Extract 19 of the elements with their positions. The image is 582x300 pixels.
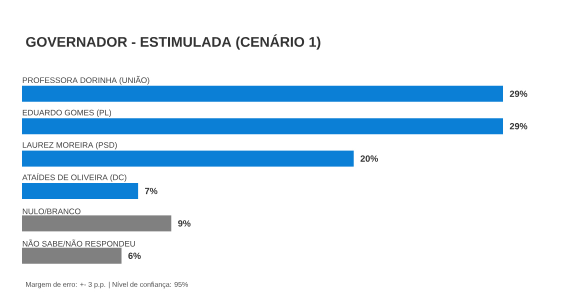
y-tick-label: LAUREZ MOREIRA (PSD) bbox=[22, 142, 117, 150]
bar bbox=[22, 215, 172, 232]
bar bbox=[22, 248, 122, 264]
bar bbox=[22, 86, 504, 102]
y-tick-label: NÃO SABE/NÃO RESPONDEU bbox=[22, 239, 135, 247]
data-label: 29% bbox=[510, 90, 528, 97]
y-tick-label: ATAÍDES DE OLIVEIRA (DC) bbox=[22, 173, 126, 182]
y-tick-label: EDUARDO GOMES (PL) bbox=[22, 110, 112, 117]
data-label: 7% bbox=[145, 188, 158, 194]
chart-title: GOVERNADOR - ESTIMULADA (CENÁRIO 1) bbox=[26, 34, 320, 50]
bar bbox=[22, 150, 354, 167]
bar bbox=[22, 118, 504, 134]
y-tick-label: NULO/BRANCO bbox=[22, 208, 80, 214]
bar bbox=[22, 183, 138, 200]
data-label: 29% bbox=[510, 123, 528, 130]
data-label: 9% bbox=[178, 220, 191, 227]
y-tick-label: PROFESSORA DORINHA (UNIÃO) bbox=[22, 76, 150, 85]
data-label: 6% bbox=[128, 252, 141, 259]
data-label: 20% bbox=[360, 155, 378, 162]
